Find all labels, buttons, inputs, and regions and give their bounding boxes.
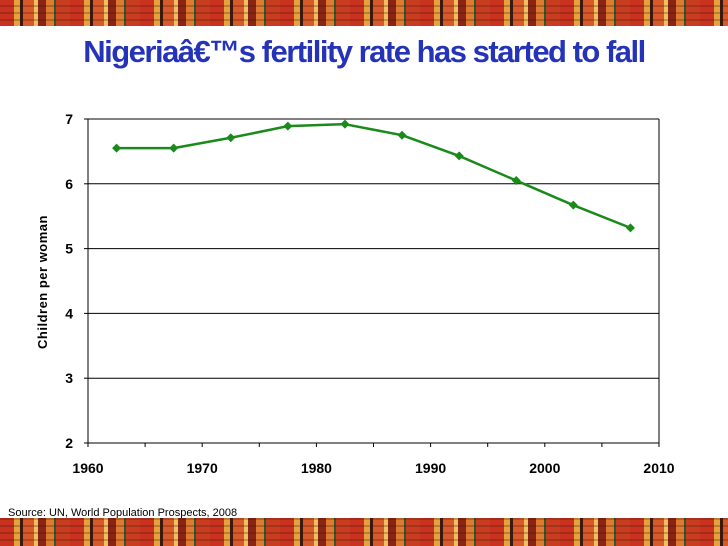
y-tick-label: 7 [65, 111, 73, 127]
y-tick-label: 2 [65, 435, 73, 451]
slide-title: Nigeriaâ€™s fertility rate has started t… [83, 34, 646, 69]
data-point [454, 151, 464, 161]
series-fertility [112, 119, 635, 233]
data-point [397, 130, 407, 140]
kente-band-top [0, 0, 728, 26]
x-tick-label: 1990 [415, 460, 446, 476]
data-point [340, 119, 350, 129]
x-tick-label: 1970 [187, 460, 218, 476]
data-point [568, 200, 578, 210]
data-point [226, 133, 236, 143]
y-tick-label: 3 [65, 370, 73, 386]
x-tick-labels: 1960 1970 1980 1990 2000 2010 [72, 460, 674, 476]
y-tick-label: 4 [65, 305, 73, 321]
x-tick-label: 2010 [643, 460, 674, 476]
source-note: Source: UN, World Population Prospects, … [8, 507, 238, 519]
series-line [116, 122, 631, 230]
y-axis-title: Children per woman [35, 215, 50, 349]
data-point [112, 143, 122, 153]
data-point [625, 223, 635, 233]
y-tick-label: 6 [65, 176, 73, 192]
grid-lines [88, 118, 659, 379]
data-point [283, 121, 293, 131]
y-tick-label: 5 [65, 241, 73, 257]
data-point [511, 176, 521, 186]
data-point [169, 143, 179, 153]
x-tick-label: 2000 [529, 460, 560, 476]
axes [84, 118, 660, 447]
x-tick-label: 1980 [301, 460, 332, 476]
y-tick-labels: 2 3 4 5 6 7 [65, 111, 73, 451]
kente-band-bottom [0, 518, 728, 546]
x-tick-label: 1960 [72, 460, 103, 476]
